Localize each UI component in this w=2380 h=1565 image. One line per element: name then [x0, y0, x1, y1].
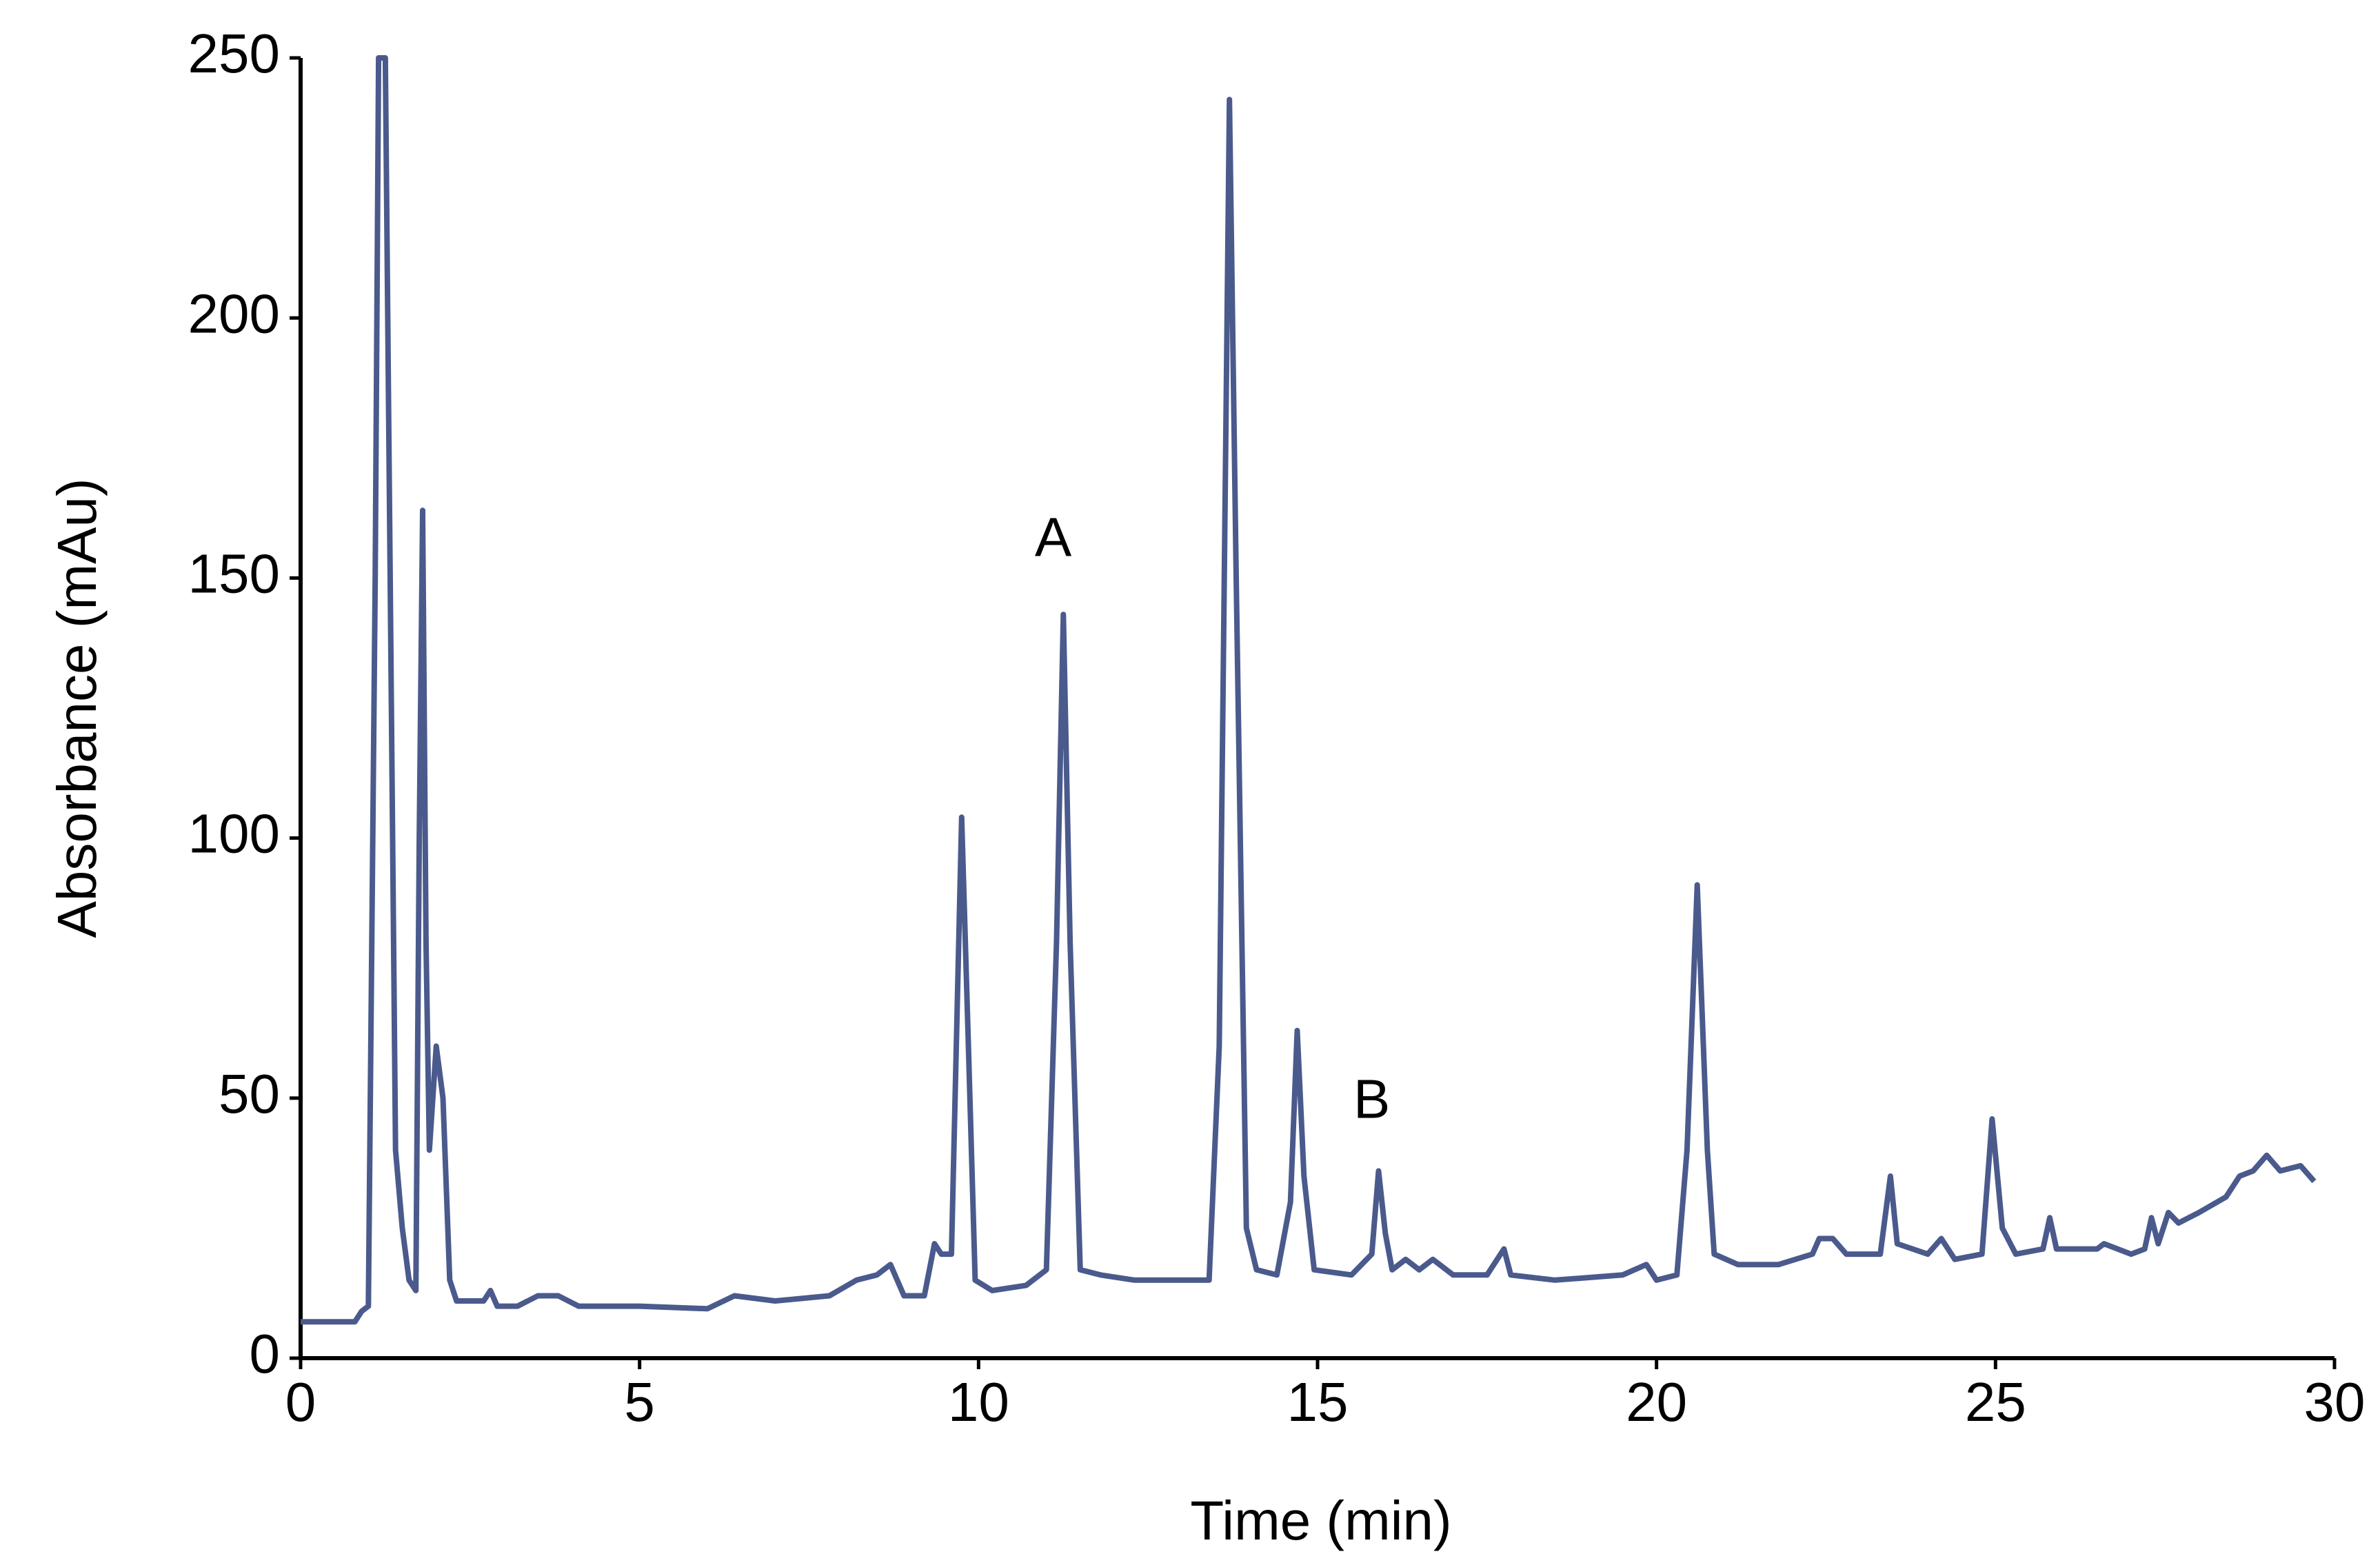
peak-annotation: B	[1353, 1068, 1390, 1129]
y-tick-label: 50	[219, 1063, 280, 1124]
x-tick-label: 20	[1626, 1371, 1687, 1433]
y-tick-label: 250	[188, 23, 280, 84]
y-tick-label: 200	[188, 283, 280, 344]
x-tick-label: 25	[1965, 1371, 2026, 1433]
x-tick-label: 0	[285, 1371, 316, 1433]
peak-annotation: A	[1035, 507, 1072, 568]
x-tick-label: 15	[1287, 1371, 1349, 1433]
y-tick-label: 100	[188, 803, 280, 865]
chromatogram-line	[301, 55, 2317, 1325]
x-tick-label: 30	[2304, 1371, 2366, 1433]
x-tick-label: 5	[624, 1371, 655, 1433]
x-tick-label: 10	[948, 1371, 1009, 1433]
y-axis-label: Absorbance (mAu)	[46, 478, 108, 938]
x-axis-label: Time (min)	[1190, 1490, 1451, 1551]
y-tick-label: 0	[250, 1323, 281, 1384]
y-tick-label: 150	[188, 543, 280, 605]
